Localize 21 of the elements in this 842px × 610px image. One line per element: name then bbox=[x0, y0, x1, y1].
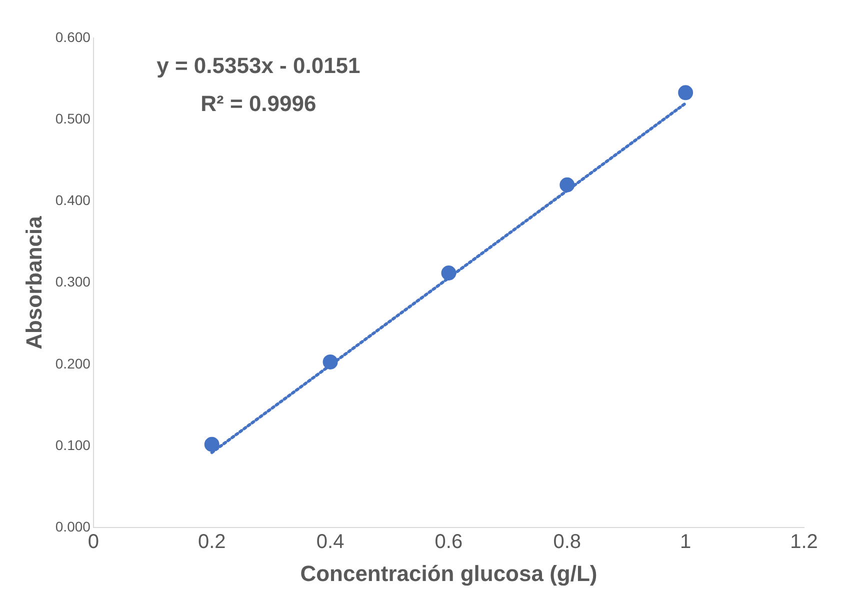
point bbox=[560, 177, 575, 192]
x-tick-label: 1 bbox=[680, 531, 692, 554]
x-tick-label: 0.2 bbox=[198, 531, 226, 554]
x-tick-label: 1.2 bbox=[790, 531, 818, 554]
point bbox=[441, 266, 456, 281]
point bbox=[322, 354, 338, 370]
y-tick-label: 0.500 bbox=[55, 110, 91, 126]
annotation: R² = 0.9996 bbox=[200, 91, 316, 116]
y-tick-label: 0.400 bbox=[55, 192, 91, 208]
x-tick-label: 0.6 bbox=[434, 531, 463, 554]
point bbox=[204, 436, 220, 452]
x-tick-label: 0.4 bbox=[316, 531, 344, 554]
point bbox=[678, 85, 694, 100]
y-tick-label: 0.100 bbox=[55, 436, 91, 453]
annotation: y = 0.5353x - 0.0151 bbox=[156, 53, 360, 78]
x-tick-label: 0.8 bbox=[553, 531, 582, 554]
y-tick-label: 0.300 bbox=[55, 274, 91, 290]
y-tick-label: 0.200 bbox=[55, 355, 91, 372]
x-axis-title: Concentración glucosa (g/L) bbox=[300, 560, 598, 586]
y-tick-label: 0.600 bbox=[55, 28, 91, 45]
y-axis-title: Absorbancia bbox=[21, 215, 46, 350]
